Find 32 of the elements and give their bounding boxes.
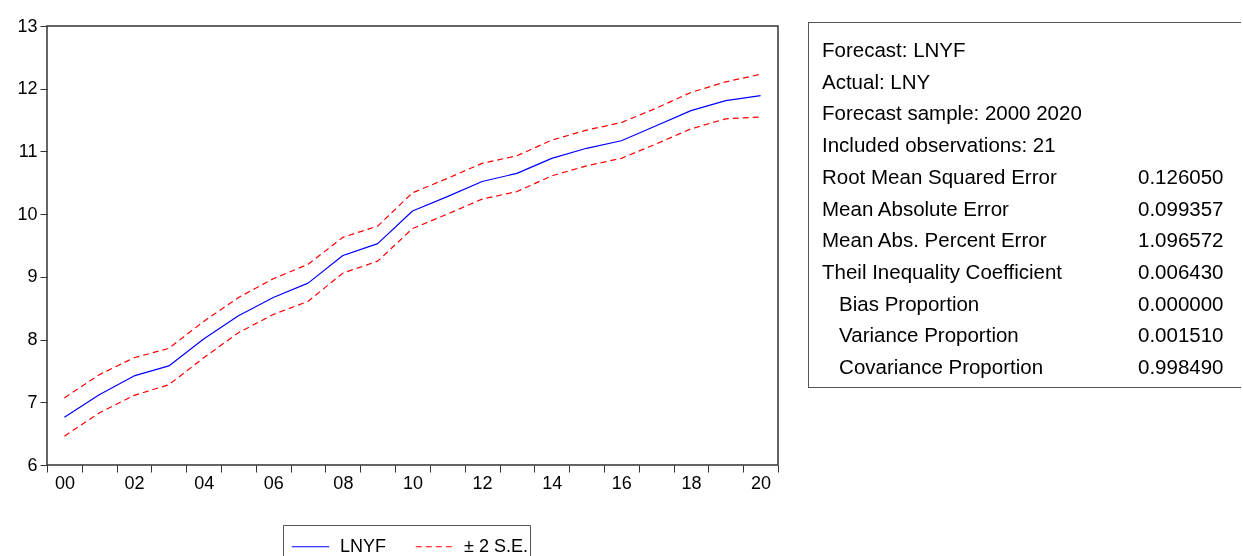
x-tick-label: 16 (611, 472, 632, 493)
y-tick-label: 10 (17, 203, 38, 224)
legend-label: LNYF (340, 535, 387, 556)
text: Included observations: 21 (822, 132, 1057, 159)
text: Forecast sample: 2000 2020 (822, 100, 1083, 127)
x-tick-label: 06 (263, 472, 284, 493)
x-tick-label: 08 (333, 472, 354, 493)
text: Theil Inequality Coefficient 0.006430 (822, 259, 1224, 283)
x-tick-label: 02 (124, 472, 145, 493)
text: Mean Abs. Percent Error 1.096572 (822, 228, 1224, 252)
y-tick-label: 8 (27, 329, 38, 350)
text: Mean Absolute Error 0.099357 (822, 196, 1224, 220)
x-tick-label: 20 (751, 472, 772, 493)
text: Variance Proportion 0.001510 (839, 323, 1224, 347)
x-tick-label: 10 (402, 472, 424, 493)
y-tick-label: 6 (27, 454, 38, 475)
x-tick-label: 18 (681, 472, 702, 493)
x-tick-label: 12 (472, 472, 493, 493)
text: Actual: LNY (822, 68, 932, 95)
text: Bias Proportion 0.000000 (839, 291, 1224, 315)
legend-label: ± 2 S.E. (464, 535, 528, 556)
text: Root Mean Squared Error 0.126050 (822, 164, 1224, 188)
text: Covariance Proportion 0.998490 (839, 355, 1224, 379)
y-tick-label: 7 (27, 391, 38, 412)
x-tick-label: 04 (194, 472, 215, 493)
y-tick-label: 13 (17, 15, 38, 36)
x-tick-label: 14 (542, 472, 563, 493)
y-tick-label: 11 (18, 140, 38, 161)
y-tick-label: 9 (27, 266, 38, 287)
y-tick-label: 12 (17, 78, 38, 99)
x-tick-label: 00 (54, 472, 75, 493)
text: Forecast: LNYF (822, 37, 967, 63)
